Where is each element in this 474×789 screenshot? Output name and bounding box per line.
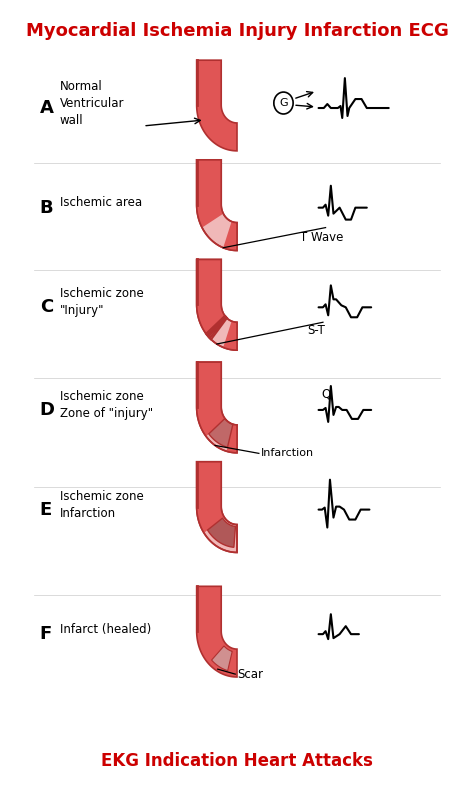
Text: A: A [40, 99, 54, 117]
Text: G: G [279, 98, 288, 108]
Text: E: E [40, 500, 52, 518]
Text: T Wave: T Wave [300, 230, 343, 244]
Polygon shape [197, 160, 223, 227]
Polygon shape [197, 260, 237, 350]
Text: F: F [40, 625, 52, 643]
Text: Scar: Scar [237, 667, 263, 681]
Polygon shape [197, 462, 224, 533]
Text: D: D [40, 401, 55, 419]
Polygon shape [223, 222, 237, 251]
Polygon shape [208, 518, 236, 548]
Polygon shape [197, 260, 226, 337]
Text: Infarct (healed): Infarct (healed) [60, 623, 151, 636]
Polygon shape [197, 160, 237, 251]
Polygon shape [197, 362, 225, 436]
Text: S-T: S-T [307, 324, 325, 337]
Text: EKG Indication Heart Attacks: EKG Indication Heart Attacks [101, 752, 373, 770]
Polygon shape [197, 462, 237, 552]
Text: Ischemic area: Ischemic area [60, 196, 142, 209]
Polygon shape [211, 646, 232, 671]
Text: Ischemic zone
Zone of "injury": Ischemic zone Zone of "injury" [60, 390, 153, 420]
Text: Normal
Ventricular
wall: Normal Ventricular wall [60, 80, 124, 126]
Polygon shape [223, 321, 237, 350]
Text: B: B [40, 199, 53, 217]
Text: C: C [40, 298, 53, 316]
Polygon shape [209, 418, 233, 447]
Polygon shape [197, 586, 237, 677]
Polygon shape [227, 424, 237, 453]
Text: Ischemic zone
"Injury": Ischemic zone "Injury" [60, 287, 144, 317]
Polygon shape [197, 60, 237, 151]
Text: Q: Q [321, 387, 330, 401]
Text: Infarction: Infarction [261, 448, 314, 458]
Polygon shape [197, 362, 237, 453]
Text: Ischemic zone
Infarction: Ischemic zone Infarction [60, 490, 144, 520]
Text: Myocardial Ischemia Injury Infarction ECG: Myocardial Ischemia Injury Infarction EC… [26, 22, 448, 40]
